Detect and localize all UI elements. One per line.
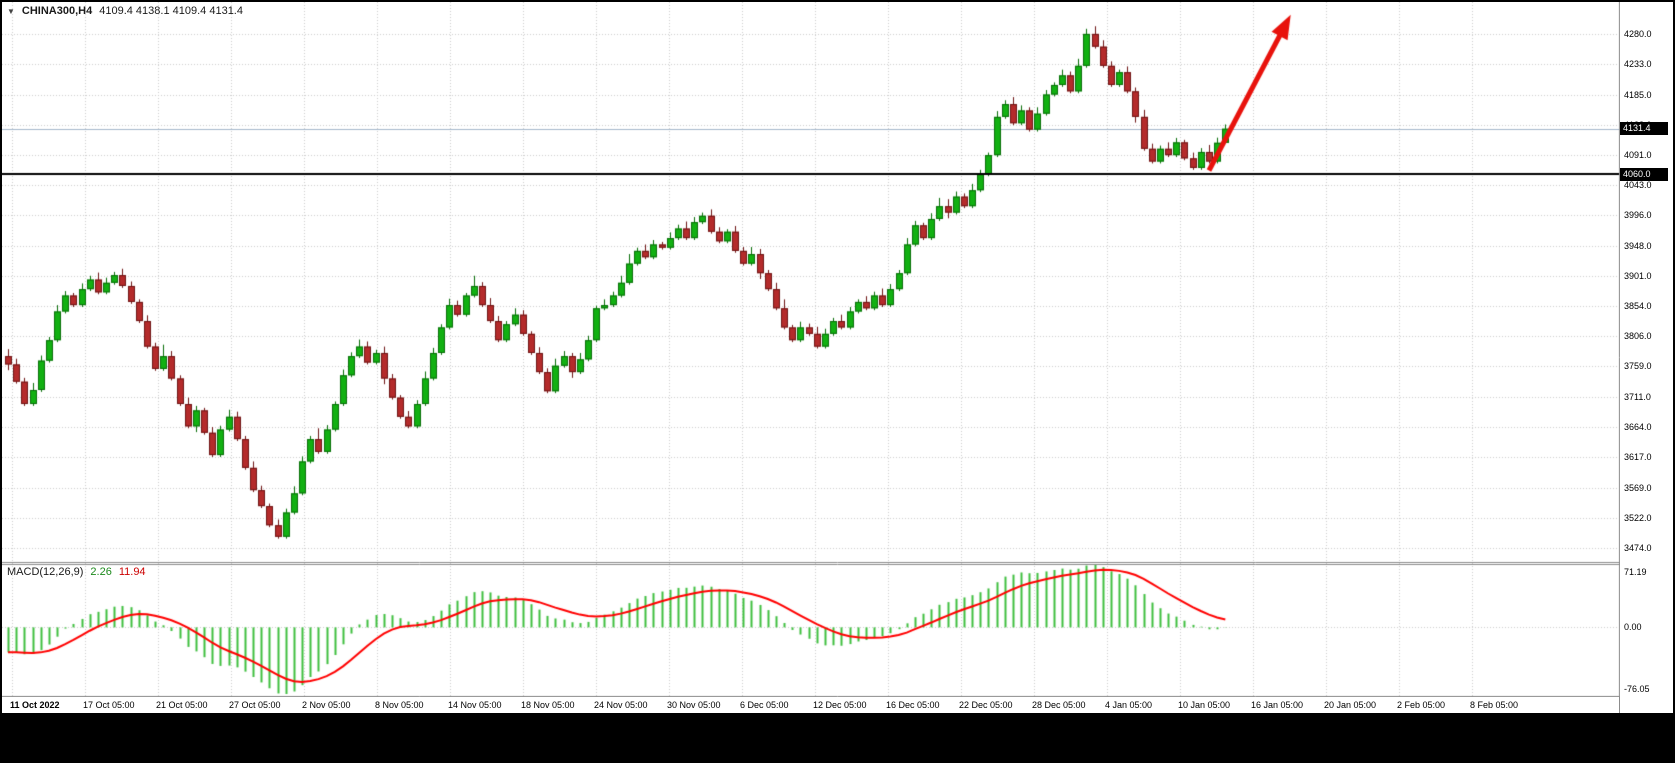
price-axis-label: 4233.0: [1624, 58, 1652, 69]
price-axis[interactable]: 4280.04233.04185.04138.04091.04043.03996…: [1620, 2, 1673, 713]
time-axis-label: 20 Jan 05:00: [1324, 700, 1377, 710]
time-axis-label: 17 Oct 05:00: [83, 700, 135, 710]
time-axis-label: 27 Oct 05:00: [229, 700, 281, 710]
macd-axis-label: 0.00: [1624, 622, 1642, 633]
macd-axis-label: -76.05: [1624, 684, 1650, 694]
macd-name-label: MACD(12,26,9): [7, 566, 84, 578]
chart-window: ▼ CHINA300,H4 4109.4 4138.1 4109.4 4131.…: [2, 2, 1673, 713]
macd-value-label: 2.26: [90, 566, 112, 578]
time-axis[interactable]: 11 Oct 2022 17 Oct 05:00 21 Oct 05:00 27 Oc…: [2, 697, 1619, 713]
price-axis-label: 3806.0: [1624, 331, 1652, 342]
time-axis-label: 8 Nov 05:00: [375, 700, 424, 710]
time-axis-label: 6 Dec 05:00: [740, 700, 789, 710]
price-axis-label: 3948.0: [1624, 240, 1652, 251]
time-axis-label: 4 Jan 05:00: [1105, 700, 1153, 710]
price-axis-label: 3522.0: [1624, 512, 1652, 523]
price-axis-label: 4043.0: [1624, 180, 1652, 191]
time-axis-label: 11 Oct 2022: [10, 700, 60, 710]
price-axis-label: 3474.0: [1624, 543, 1652, 554]
time-axis-label: 21 Oct 05:00: [156, 700, 208, 710]
price-axis-label: 3711.0: [1624, 392, 1651, 402]
macd-signal-value-label: 11.94: [118, 566, 146, 578]
price-axis-label: 3664.0: [1624, 421, 1652, 432]
price-axis-label: 3854.0: [1624, 300, 1652, 311]
hline-price-marker: 4060.0: [1620, 167, 1668, 181]
price-axis-label: 3996.0: [1624, 210, 1652, 221]
price-axis-label: 4091.0: [1624, 149, 1652, 160]
macd-indicator-label: MACD(12,26,9) 2.26 11.94: [7, 566, 146, 578]
time-axis-label: 18 Nov 05:00: [521, 700, 575, 710]
symbol-dropdown-icon[interactable]: ▼: [7, 6, 15, 16]
time-axis-label: 30 Nov 05:00: [667, 700, 721, 710]
symbol-period-label: CHINA300,H4: [21, 5, 93, 17]
macd-axis-label: 71.19: [1624, 567, 1647, 578]
time-axis-label: 2 Nov 05:00: [302, 700, 351, 710]
price-axis-label: 4185.0: [1624, 89, 1652, 100]
time-axis-label: 8 Feb 05:00: [1470, 700, 1519, 710]
price-axis-label: 3759.0: [1624, 361, 1652, 372]
price-axis-label: 3617.0: [1624, 451, 1652, 462]
price-axis-label: 4280.0: [1624, 28, 1652, 39]
time-axis-label: 28 Dec 05:00: [1032, 700, 1086, 710]
candlestick-chart-canvas[interactable]: [2, 2, 1673, 713]
ohlc-values-label: 4109.4 4138.1 4109.4 4131.4: [99, 5, 243, 17]
bid-price-marker: 4131.4: [1620, 122, 1668, 136]
time-axis-label: 22 Dec 05:00: [959, 700, 1013, 710]
time-axis-label: 16 Dec 05:00: [886, 700, 940, 710]
price-axis-label: 3901.0: [1624, 270, 1652, 281]
price-axis-label: 3569.0: [1624, 482, 1652, 493]
time-axis-label: 12 Dec 05:00: [813, 700, 867, 710]
time-axis-label: 16 Jan 05:00: [1251, 700, 1304, 710]
time-axis-label: 14 Nov 05:00: [448, 700, 502, 710]
time-axis-label: 24 Nov 05:00: [594, 700, 648, 710]
time-axis-label: 10 Jan 05:00: [1178, 700, 1231, 710]
time-axis-label: 2 Feb 05:00: [1397, 700, 1446, 710]
chart-title-bar: ▼ CHINA300,H4 4109.4 4138.1 4109.4 4131.…: [7, 5, 243, 17]
